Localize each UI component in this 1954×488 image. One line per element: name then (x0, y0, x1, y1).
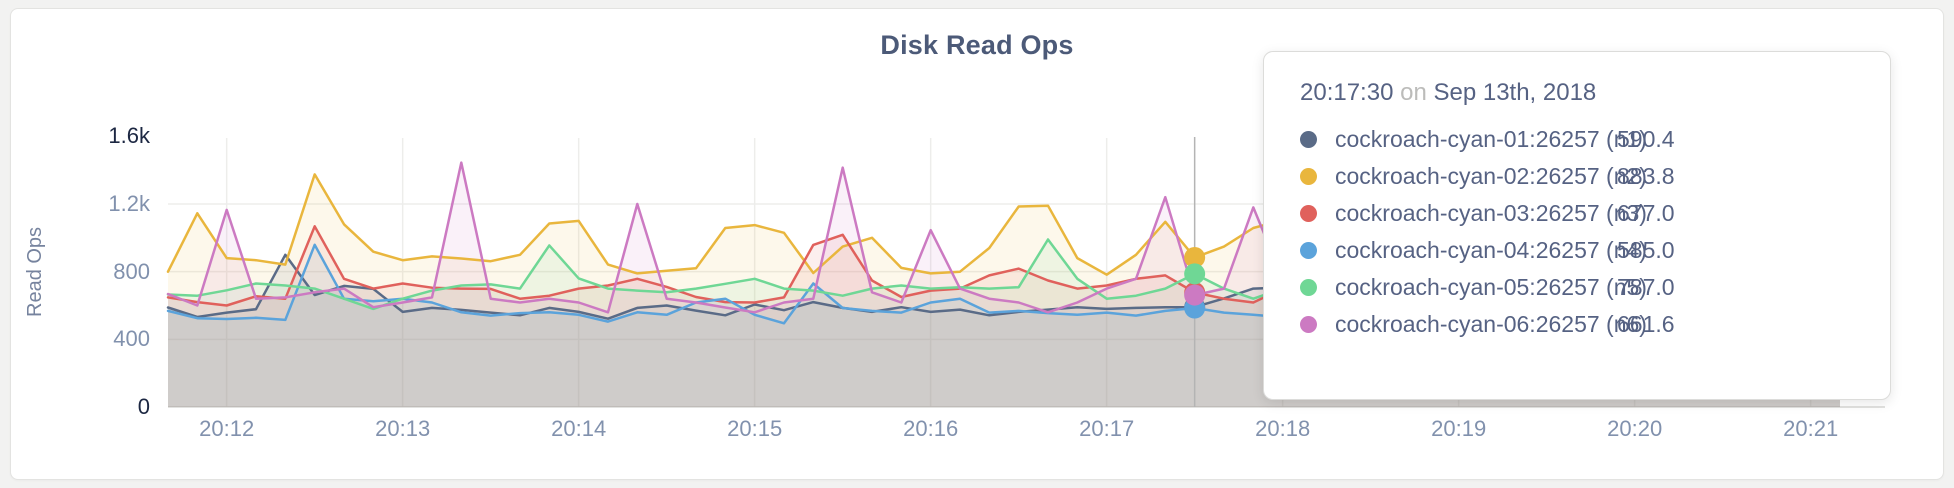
y-tick-label: 0 (137, 394, 150, 419)
series-color-dot-icon (1300, 316, 1317, 333)
series-color-dot-icon (1300, 279, 1317, 296)
series-color-dot-icon (1300, 168, 1317, 185)
y-tick-label: 400 (113, 326, 150, 352)
hover-dots (1184, 246, 1206, 319)
x-tick-label: 20:20 (1607, 416, 1663, 441)
tooltip-rows: cockroach-cyan-01:26257 (n1) 590.4 cockroa… (1300, 121, 1890, 343)
tooltip-series-row: cockroach-cyan-01:26257 (n1) 590.4 (1300, 121, 1890, 158)
tooltip-on-text: on (1400, 79, 1427, 106)
tooltip-series-row: cockroach-cyan-05:26257 (n5) 787.0 (1300, 269, 1890, 306)
series-color-dot-icon (1300, 131, 1317, 148)
x-tick-label: 20:13 (375, 416, 431, 441)
tooltip-series-row: cockroach-cyan-06:26257 (n6) 661.6 (1300, 306, 1890, 343)
tooltip-series-row: cockroach-cyan-02:26257 (n2) 883.8 (1300, 158, 1890, 195)
tooltip-series-row: cockroach-cyan-03:26257 (n3) 677.0 (1300, 195, 1890, 232)
series-label: cockroach-cyan-06:26257 (n6) (1335, 311, 1647, 337)
series-value: 787.0 (1617, 274, 1675, 300)
series-label: cockroach-cyan-01:26257 (n1) (1335, 126, 1647, 152)
hover-dot (1184, 284, 1206, 306)
chart-title: Disk Read Ops (880, 30, 1074, 60)
y-tick-label: 1.6k (108, 123, 150, 149)
x-tick-label: 20:16 (903, 416, 959, 441)
y-tick-label: 800 (113, 258, 150, 284)
tooltip-date: Sep 13th, 2018 (1433, 79, 1597, 106)
hover-dot (1184, 246, 1206, 268)
series-label: cockroach-cyan-05:26257 (n5) (1335, 274, 1647, 300)
x-tick-label: 20:18 (1255, 416, 1311, 441)
series-color-dot-icon (1300, 242, 1317, 259)
y-axis-label: Read Ops (24, 226, 46, 318)
series-value: 585.0 (1617, 237, 1675, 263)
series-color-dot-icon (1300, 205, 1317, 222)
x-tick-label: 20:14 (551, 416, 607, 441)
series-label: cockroach-cyan-04:26257 (n4) (1335, 237, 1647, 263)
series-value: 661.6 (1617, 311, 1675, 337)
series-value: 590.4 (1617, 126, 1675, 152)
x-tick-label: 20:15 (727, 416, 783, 441)
x-tick-label: 20:21 (1783, 416, 1839, 441)
tooltip-series-row: cockroach-cyan-04:26257 (n4) 585.0 (1300, 232, 1890, 269)
hover-dot (1184, 263, 1206, 285)
x-tick-label: 20:19 (1431, 416, 1487, 441)
x-tick-label: 20:12 (199, 416, 255, 441)
y-tick-label: 1.2k (108, 191, 150, 216)
tooltip-header: 20:17:30 on Sep 13th, 2018 (1300, 79, 1890, 107)
hover-tooltip: 20:17:30 on Sep 13th, 2018 cockroach-cya… (1263, 51, 1891, 400)
tooltip-time: 20:17:30 (1300, 79, 1394, 106)
series-label: cockroach-cyan-03:26257 (n3) (1335, 200, 1647, 226)
series-value: 677.0 (1617, 200, 1675, 226)
x-tick-label: 20:17 (1079, 416, 1135, 441)
series-label: cockroach-cyan-02:26257 (n2) (1335, 163, 1647, 189)
series-value: 883.8 (1617, 163, 1675, 189)
